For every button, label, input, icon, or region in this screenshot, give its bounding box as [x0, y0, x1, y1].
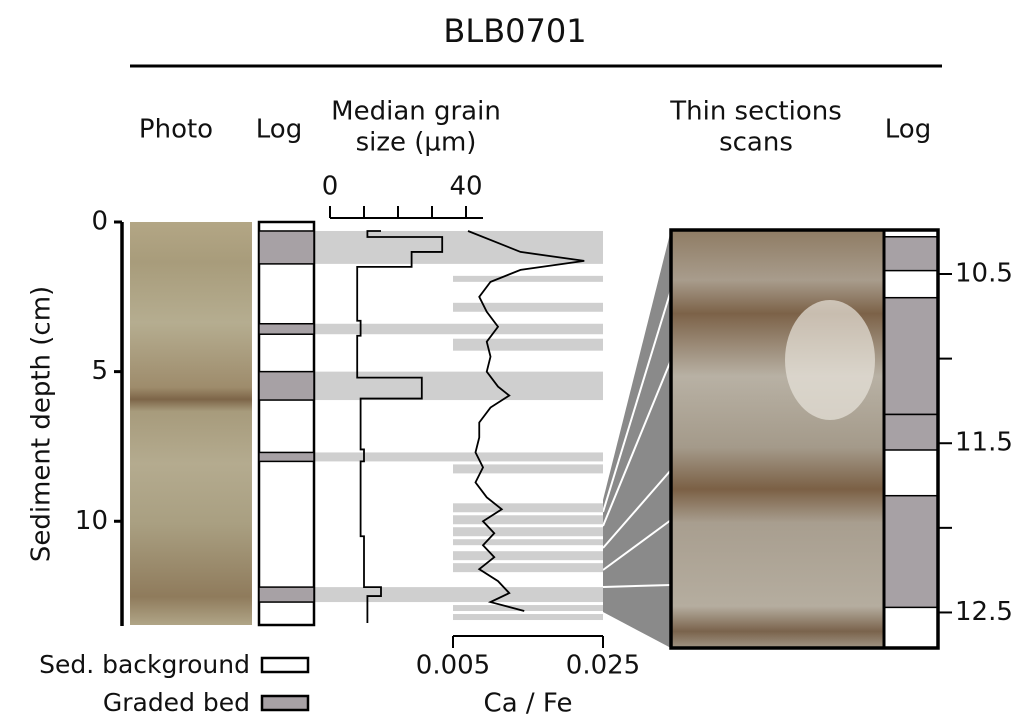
thin-section-scan — [671, 230, 884, 648]
legend-label: Sed. background — [39, 650, 250, 679]
x-axis-label: Ca / Fe — [484, 689, 573, 717]
thin-log-bed — [884, 414, 938, 450]
x-tick-label: 0 — [322, 172, 339, 202]
thin-log-bed — [884, 496, 938, 608]
y2-tick-label: 12.5 — [955, 597, 1013, 627]
grain-size-line — [357, 231, 442, 623]
header: Log — [885, 115, 931, 145]
page: BLB0701 Photo Log Median grain size (µm)… — [0, 0, 1019, 717]
log-bed — [259, 452, 314, 461]
log-column — [259, 222, 314, 625]
x-tick-label: 0.025 — [566, 651, 640, 681]
header: Thin sections — [669, 97, 842, 127]
peak-band — [453, 464, 603, 473]
peak-band — [453, 303, 603, 312]
y2-tick-label: 10.5 — [955, 259, 1013, 289]
legend-swatch — [262, 696, 308, 710]
peak-band — [453, 339, 603, 351]
bed-band — [315, 231, 603, 264]
y-tick-label: 0 — [91, 207, 108, 237]
header: size (µm) — [356, 128, 477, 158]
y-axis-label: Sediment depth (cm) — [27, 286, 57, 562]
header: Median grain — [331, 97, 501, 127]
peak-band — [453, 503, 603, 512]
log-bed — [259, 324, 314, 334]
thin-log-bed — [884, 237, 938, 271]
peak-band — [453, 276, 603, 282]
figure: BLB0701 Photo Log Median grain size (µm)… — [0, 0, 1019, 717]
header: Photo — [139, 115, 213, 145]
legend-swatch — [262, 658, 308, 672]
y-tick-label: 5 — [91, 356, 108, 386]
peak-band — [453, 539, 603, 545]
log-bed — [259, 372, 314, 400]
log-bed — [259, 587, 314, 602]
x-tick-label: 0.005 — [416, 651, 490, 681]
x-tick-label: 40 — [449, 172, 482, 202]
header: scans — [719, 128, 793, 158]
title: BLB0701 — [443, 12, 586, 50]
scan-highlight — [785, 300, 875, 420]
header: Log — [256, 115, 302, 145]
y2-tick-label: 11.5 — [955, 428, 1013, 458]
peak-band — [453, 527, 603, 536]
peak-band — [453, 551, 603, 560]
bed-band — [315, 452, 603, 461]
peak-band — [453, 563, 603, 572]
bed-band — [315, 324, 603, 334]
thin-log-bed — [884, 298, 938, 415]
y-tick-label: 10 — [75, 506, 108, 536]
legend-label: Graded bed — [103, 688, 250, 717]
bed-band — [315, 372, 603, 400]
peak-band — [453, 515, 603, 524]
core-photo — [130, 222, 252, 625]
peak-band — [453, 605, 603, 611]
peak-band — [453, 614, 603, 620]
bed-band — [315, 587, 603, 602]
log-bed — [259, 231, 314, 264]
